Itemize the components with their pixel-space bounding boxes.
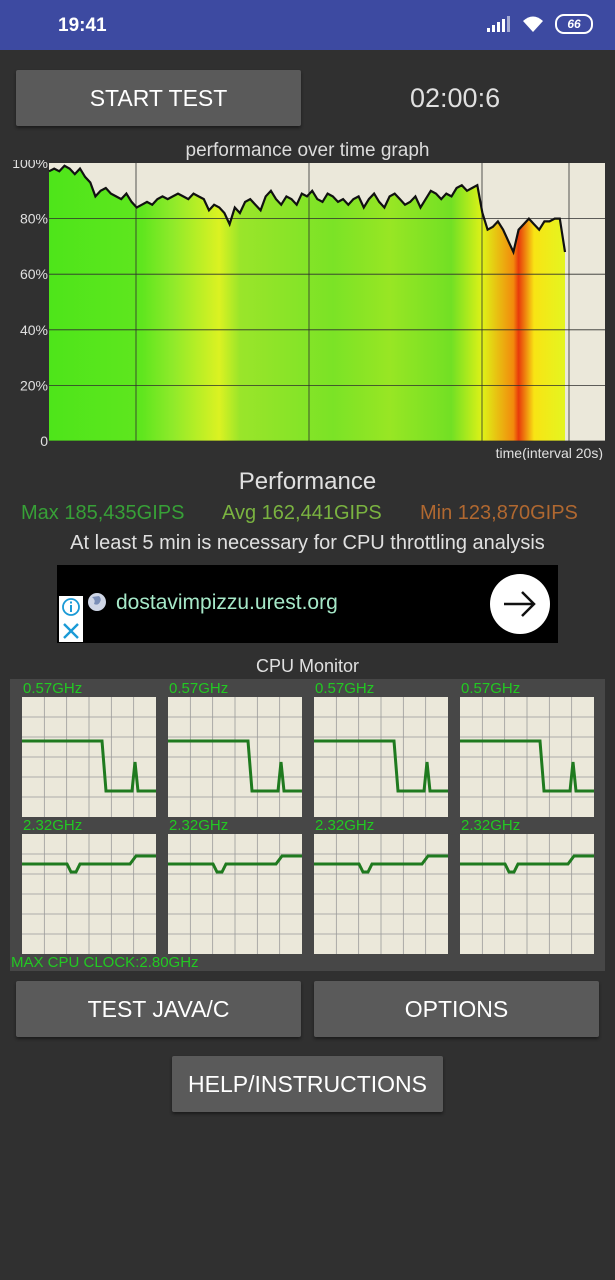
core-frequency-line — [168, 739, 302, 793]
core-2-frequency: 0.57GHz — [169, 680, 229, 697]
core-frequency-line — [460, 854, 594, 874]
core-8-frequency: 2.32GHz — [461, 817, 521, 834]
x-axis-caption: time(interval 20s) — [496, 445, 603, 460]
help-instructions-button[interactable]: HELP/INSTRUCTIONS — [172, 1056, 443, 1112]
y-tick-label: 0 — [40, 433, 48, 449]
core-frequency-line — [314, 854, 448, 874]
status-icons: 66 — [487, 14, 593, 34]
test-timer: 02:00:6 — [410, 83, 501, 113]
cpu-core-graph — [460, 697, 594, 817]
y-tick-label: 60% — [20, 266, 48, 282]
cpu-core-graph — [168, 697, 302, 817]
avg-performance: Avg 162,441GIPS — [222, 502, 382, 524]
cpu-core-graph — [314, 697, 448, 817]
performance-title: Performance — [238, 468, 377, 495]
ad-open-button[interactable] — [490, 574, 550, 634]
wifi-icon — [523, 16, 543, 32]
battery-indicator: 66 — [555, 14, 593, 34]
core-frequency-line — [168, 854, 302, 874]
performance-graph: 100% 80% 60% 40% 20% 0 time(interval 20s) — [12, 160, 605, 460]
options-button[interactable]: OPTIONS — [314, 981, 599, 1037]
max-performance: Max 185,435GIPS — [21, 502, 185, 524]
ad-banner[interactable]: dostavimpizzu.urest.org — [57, 565, 558, 643]
test-java-c-button[interactable]: TEST JAVA/C — [16, 981, 301, 1037]
cpu-core-graph — [22, 697, 156, 817]
ad-url[interactable]: dostavimpizzu.urest.org — [116, 591, 338, 614]
cpu-core-graphs — [22, 697, 594, 954]
core-7-frequency: 2.32GHz — [315, 817, 375, 834]
cpu-core-graph — [460, 834, 594, 954]
cpu-core-graph — [22, 834, 156, 954]
core-frequency-line — [22, 739, 156, 793]
graph-title: performance over time graph — [185, 140, 430, 161]
core-1-frequency: 0.57GHz — [23, 680, 83, 697]
core-frequency-line — [314, 739, 448, 793]
start-test-button[interactable]: START TEST — [16, 70, 301, 126]
cpu-monitor-title: CPU Monitor — [255, 656, 360, 676]
y-tick-label: 20% — [20, 377, 48, 393]
y-tick-labels: 100% 80% 60% 40% 20% 0 — [12, 160, 48, 449]
min-performance: Min 123,870GIPS — [420, 502, 578, 524]
info-icon[interactable] — [59, 596, 83, 618]
core-5-frequency: 2.32GHz — [23, 817, 83, 834]
core-frequency-line — [22, 854, 156, 874]
signal-icon — [487, 16, 510, 32]
graph-grid — [49, 163, 605, 442]
close-icon[interactable] — [59, 620, 83, 642]
status-bar: 19:41 66 — [0, 0, 615, 50]
core-4-frequency: 0.57GHz — [461, 680, 521, 697]
core-frequency-line — [460, 739, 594, 793]
arrow-right-icon[interactable] — [490, 574, 550, 634]
y-tick-label: 40% — [20, 322, 48, 338]
ad-choices[interactable] — [59, 596, 83, 642]
core-3-frequency: 0.57GHz — [315, 680, 375, 697]
core-6-frequency: 2.32GHz — [169, 817, 229, 834]
performance-line — [48, 164, 567, 256]
globe-icon — [88, 593, 106, 611]
y-tick-label: 80% — [20, 211, 48, 227]
status-time: 19:41 — [58, 15, 107, 36]
cpu-core-graph — [314, 834, 448, 954]
y-tick-label: 100% — [12, 160, 48, 171]
cpu-core-graph — [168, 834, 302, 954]
throttling-note: At least 5 min is necessary for CPU thro… — [70, 532, 545, 554]
performance-heat-fill — [49, 165, 565, 442]
max-cpu-clock: MAX CPU CLOCK:2.80GHz — [11, 954, 199, 971]
